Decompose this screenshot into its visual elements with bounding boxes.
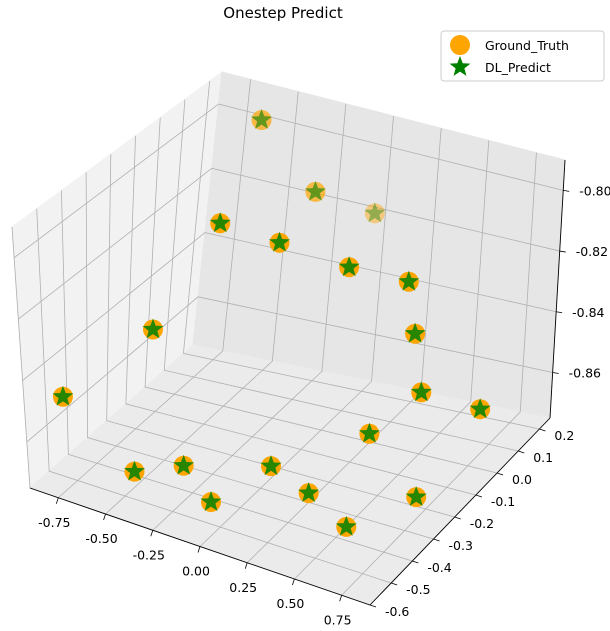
legend-marker-dl-predict bbox=[449, 56, 471, 76]
dl-predict-point bbox=[335, 515, 357, 536]
x-tick-label: 0.50 bbox=[277, 596, 305, 611]
grid-line-y bbox=[144, 117, 498, 474]
y-tick-label: 0.2 bbox=[554, 428, 574, 443]
dl-predict-point bbox=[260, 455, 282, 476]
legend-label-ground-truth: Ground_Truth bbox=[485, 38, 569, 53]
y-axis-line bbox=[369, 417, 551, 606]
grid-line-x bbox=[105, 91, 299, 515]
grid-lines bbox=[11, 79, 564, 606]
chart-title: Onestep Predict bbox=[223, 4, 343, 22]
x-tick-label: -0.50 bbox=[85, 531, 117, 546]
dl-predict-point bbox=[338, 256, 360, 277]
x-tick-mark bbox=[244, 562, 248, 569]
legend: Ground_Truth DL_Predict bbox=[440, 30, 605, 82]
dl-predict-point bbox=[200, 491, 222, 511]
x-tick-mark bbox=[55, 497, 59, 504]
dl-predict-point bbox=[405, 486, 427, 506]
grid-line-x bbox=[199, 115, 394, 547]
x-tick-mark bbox=[292, 578, 295, 586]
x-tick-label: -0.75 bbox=[38, 515, 70, 530]
y-tick-label: 0.1 bbox=[533, 450, 553, 465]
x-tick-mark bbox=[150, 530, 154, 537]
dl-predict-point bbox=[173, 454, 195, 475]
y-tick-mark bbox=[496, 472, 504, 476]
grid-line-x bbox=[341, 152, 537, 596]
dl-predict-point bbox=[269, 231, 290, 252]
dl-predict-point bbox=[410, 381, 432, 402]
legend-frame bbox=[440, 30, 605, 82]
dl-predict-point bbox=[398, 270, 420, 291]
y-tick-mark bbox=[412, 560, 419, 564]
y-tick-mark bbox=[518, 450, 525, 454]
dl-predict-point bbox=[404, 322, 426, 343]
axes-panes bbox=[11, 70, 566, 606]
data-points bbox=[52, 109, 491, 537]
y-tick-label: -0.3 bbox=[449, 538, 473, 553]
x-tick-label: 0.75 bbox=[324, 612, 352, 627]
y-tick-mark bbox=[433, 538, 440, 542]
grid-line-x bbox=[58, 79, 251, 499]
grid-line-y bbox=[163, 99, 519, 452]
grid-line-y bbox=[106, 154, 455, 518]
grid-line-z bbox=[13, 103, 564, 259]
z-tick-label: -0.84 bbox=[572, 305, 604, 320]
x-tick-mark bbox=[197, 546, 201, 553]
grid-line-y bbox=[182, 81, 540, 430]
dl-predict-point bbox=[124, 460, 145, 481]
x-tick-mark bbox=[103, 513, 106, 521]
z-axis-line bbox=[549, 159, 566, 419]
grid-line-z bbox=[22, 232, 557, 381]
x-tick-label: 0.00 bbox=[182, 564, 210, 579]
z-tick-mark bbox=[556, 311, 563, 314]
dl-predict-point bbox=[358, 422, 380, 443]
grid-line-z bbox=[18, 167, 560, 320]
y-tick-mark bbox=[454, 516, 461, 520]
dl-predict-point bbox=[209, 212, 231, 233]
dl-predict-point bbox=[469, 398, 491, 419]
x-tick-mark bbox=[339, 595, 343, 602]
dl-predict-point bbox=[142, 318, 164, 339]
dl-predict-point bbox=[304, 180, 326, 201]
y-tick-mark bbox=[475, 494, 483, 498]
y-tick-mark bbox=[539, 428, 546, 432]
y-tick-label: 0.0 bbox=[512, 472, 532, 487]
dl-predict-point bbox=[364, 202, 386, 223]
y-tick-label: -0.1 bbox=[491, 494, 515, 509]
z-tick-mark bbox=[552, 372, 559, 374]
y-tick-mark bbox=[369, 604, 377, 608]
grid-line-y bbox=[61, 190, 413, 562]
grid-line-y bbox=[36, 208, 392, 584]
x-tick-label: -0.25 bbox=[133, 547, 165, 562]
grid-line-x bbox=[152, 103, 347, 531]
ground-truth-point bbox=[364, 203, 385, 224]
legend-marker-ground-truth bbox=[450, 35, 470, 55]
dl-predict-point bbox=[251, 109, 273, 129]
y-tick-mark bbox=[391, 582, 398, 586]
y-tick-label: -0.5 bbox=[406, 582, 430, 597]
grid-line-y bbox=[125, 135, 476, 496]
dl-predict-point bbox=[298, 482, 320, 503]
grid-line-y bbox=[85, 172, 434, 540]
grid-line-z bbox=[26, 296, 553, 443]
y-tick-label: -0.2 bbox=[470, 516, 494, 531]
legend-label-dl-predict: DL_Predict bbox=[485, 60, 551, 75]
z-tick-label: -0.80 bbox=[579, 183, 610, 198]
z-tick-label: -0.86 bbox=[569, 365, 601, 380]
z-tick-label: -0.82 bbox=[576, 244, 608, 259]
x-tick-label: 0.25 bbox=[229, 580, 257, 595]
y-tick-label: -0.4 bbox=[427, 560, 451, 575]
y-tick-label: -0.6 bbox=[385, 604, 409, 619]
z-tick-mark bbox=[559, 250, 566, 253]
z-tick-mark bbox=[563, 189, 570, 192]
dl-predict-point bbox=[52, 385, 74, 406]
tick-labels: -0.75 -0.50 -0.25 0.00 0.25 0.50 0.75 -0.6 -0.5 -… bbox=[38, 183, 610, 627]
